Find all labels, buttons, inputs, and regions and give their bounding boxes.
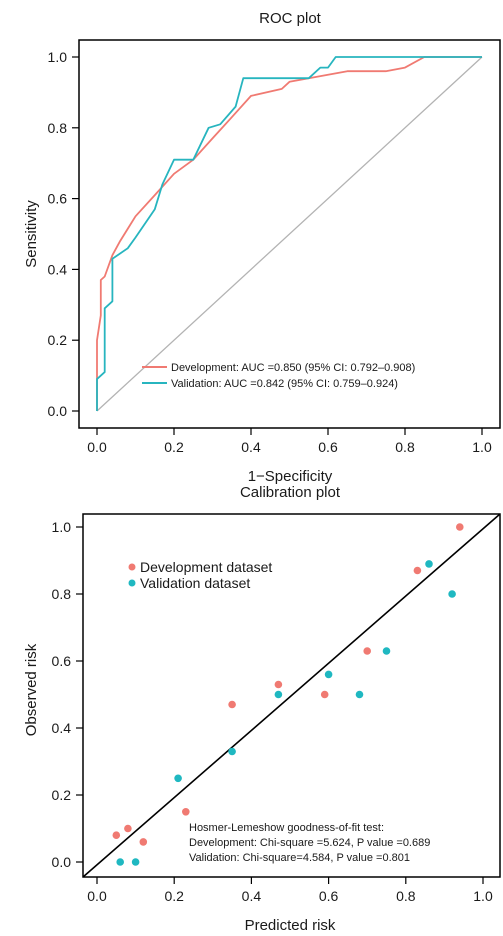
cal-y-tick-label: 0.8: [52, 586, 72, 602]
calibration-points-group: [112, 523, 464, 866]
calibration-point-development: [413, 566, 422, 575]
annotation-line-3: Validation: Chi-square=4.584, P value =0…: [189, 852, 410, 864]
roc-chart: ROC plot 0.0 0.2 0.4 0.6 0.8 1.0 0.0 0.2 0.4 0.6…: [23, 10, 501, 485]
roc-x-tick-label: 1.0: [472, 439, 492, 455]
cal-x-tick-label: 0.0: [87, 888, 107, 904]
roc-y-tick-label: 0.6: [48, 191, 68, 207]
calibration-point-validation: [425, 560, 433, 568]
cal-x-tick-label: 0.4: [242, 888, 262, 904]
calibration-legend-label-validation: Validation dataset: [140, 575, 250, 591]
cal-x-tick-label: 0.6: [319, 888, 339, 904]
annotation-line-2: Development: Chi-square =5.624, P value …: [189, 837, 430, 849]
roc-legend-label-development: Development: AUC =0.850 (95% CI: 0.792–0…: [171, 362, 415, 374]
roc-series-group: [96, 56, 482, 411]
calibration-point-validation: [382, 647, 391, 655]
calibration-legend-marker-development: [128, 563, 136, 571]
calibration-x-axis: 0.0 0.2 0.4 0.6 0.8 1.0: [87, 877, 493, 904]
calibration-point-development: [139, 838, 148, 846]
calibration-title: Calibration plot: [240, 484, 341, 501]
cal-x-tick-label: 0.8: [396, 888, 416, 904]
calibration-point-validation: [274, 690, 283, 699]
calibration-y-axis: 0.0 0.2 0.4 0.6 0.8 1.0: [52, 519, 83, 870]
annotation-line-1: Hosmer-Lemeshow goodness-of-fit test:: [189, 822, 384, 834]
roc-y-tick-label: 0.0: [48, 403, 68, 419]
cal-y-tick-label: 1.0: [52, 519, 72, 535]
calibration-point-validation: [116, 858, 124, 866]
calibration-point-validation: [228, 747, 236, 756]
calibration-point-development: [124, 824, 132, 833]
calibration-point-development: [182, 808, 190, 816]
roc-reference-diagonal: [96, 56, 483, 412]
roc-title: ROC plot: [259, 10, 322, 27]
roc-x-tick-label: 0.8: [395, 439, 415, 455]
calibration-point-validation: [324, 670, 333, 679]
roc-y-tick-label: 0.2: [48, 332, 68, 348]
roc-curve-validation: [96, 56, 482, 411]
roc-y-axis: 0.0 0.2 0.4 0.6 0.8 1.0: [48, 49, 79, 419]
calibration-point-development: [456, 523, 464, 531]
calibration-y-axis-label: Observed risk: [23, 643, 40, 736]
calibration-point-validation: [174, 774, 182, 783]
calibration-point-development: [228, 700, 236, 709]
roc-legend: Development: AUC =0.850 (95% CI: 0.792–0…: [142, 362, 415, 390]
calibration-point-validation: [131, 858, 140, 866]
roc-y-tick-label: 1.0: [48, 49, 68, 65]
calibration-point-validation: [448, 590, 456, 598]
calibration-chart: Calibration plot 0.0 0.2 0.4 0.6 0.8 1.0 0.00…: [23, 484, 501, 934]
calibration-point-development: [112, 831, 121, 839]
calibration-plot-frame: [82, 513, 501, 878]
cal-y-tick-label: 0.6: [52, 653, 72, 669]
roc-y-axis-label: Sensitivity: [23, 200, 40, 268]
calibration-legend-marker-validation: [128, 579, 136, 587]
roc-y-tick-label: 0.4: [48, 261, 68, 277]
roc-legend-label-validation: Validation: AUC =0.842 (95% CI: 0.759–0.…: [171, 378, 398, 390]
cal-y-tick-label: 0.4: [52, 720, 72, 736]
cal-y-tick-label: 0.0: [52, 854, 72, 870]
roc-x-tick-label: 0.0: [87, 439, 107, 455]
roc-plot-frame: [78, 39, 501, 429]
cal-x-tick-label: 1.0: [473, 888, 493, 904]
calibration-point-validation: [355, 690, 364, 699]
roc-x-tick-label: 0.2: [164, 439, 184, 455]
cal-y-tick-label: 0.2: [52, 787, 72, 803]
calibration-point-development: [274, 680, 283, 689]
calibration-reference-diagonal: [82, 513, 501, 878]
calibration-legend: Development dataset Validation dataset: [128, 559, 272, 591]
calibration-point-development: [320, 690, 329, 699]
cal-x-tick-label: 0.2: [164, 888, 184, 904]
roc-y-tick-label: 0.8: [48, 120, 68, 136]
hosmer-lemeshow-annotation: Hosmer-Lemeshow goodness-of-fit test: De…: [189, 822, 430, 864]
roc-curve-development: [96, 56, 482, 411]
roc-x-tick-label: 0.4: [241, 439, 261, 455]
roc-x-tick-label: 0.6: [318, 439, 338, 455]
calibration-legend-label-development: Development dataset: [140, 559, 272, 575]
calibration-point-development: [363, 647, 372, 655]
roc-x-axis: 0.0 0.2 0.4 0.6 0.8 1.0: [87, 428, 492, 455]
roc-x-axis-label: 1−Specificity: [248, 468, 333, 485]
calibration-x-axis-label: Predicted risk: [245, 917, 336, 934]
